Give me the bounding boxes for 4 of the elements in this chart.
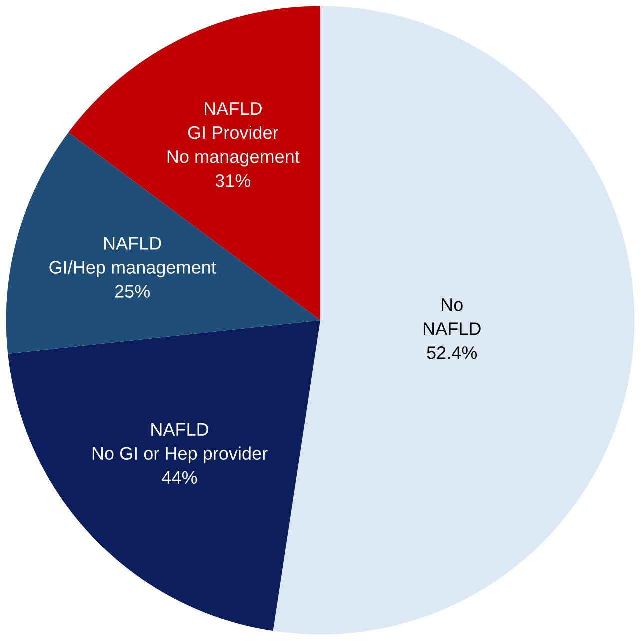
slice-label: NAFLD GI Provider No management 31%: [168, 102, 300, 188]
slice-label: No NAFLD 52.4%: [424, 298, 481, 360]
slice-label: NAFLD No GI or Hep provider 44%: [92, 423, 268, 484]
slice-label: NAFLD GI/Hep management 25%: [50, 237, 216, 298]
